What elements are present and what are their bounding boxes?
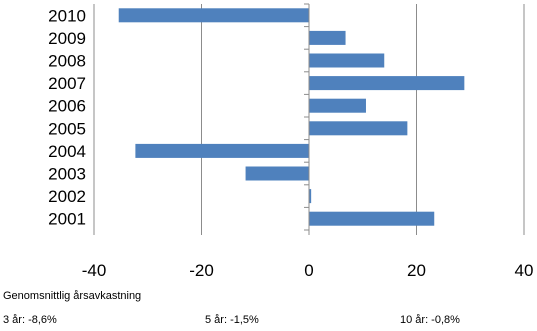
y-tick-label: 2002 [48,187,86,206]
y-tick-label: 2003 [48,165,86,184]
bar [309,211,435,226]
y-tick-label: 2007 [48,74,86,93]
bar [135,143,309,158]
y-tick-label: 2010 [48,6,86,25]
bar-chart-svg: 2001 2002 2003 2004 2005 2006 2007 2008 2009 2010… [48,3,534,280]
summary-title: Genomsnittlig årsavkastning [3,290,142,302]
y-tick-label: 2008 [48,52,86,71]
bar [309,76,465,91]
y-tick-label: 2001 [48,210,86,229]
stat-10-year: 10 år: -0,8% [400,314,460,326]
bar [309,30,346,45]
y-tick-label: 2004 [48,142,86,161]
y-tick-label: 2009 [48,29,86,48]
bar [245,166,309,181]
bar [309,53,385,68]
x-tick-label: -40 [82,261,107,280]
y-tick-label: 2005 [48,119,86,138]
x-tick-label: 40 [515,261,534,280]
x-tick-label: -20 [189,261,214,280]
stat-5-year: 5 år: -1,5% [205,314,259,326]
bar-chart: 2001 2002 2003 2004 2005 2006 2007 2008 2009 2010… [48,3,534,280]
bar [309,189,312,204]
bar [309,121,408,136]
x-tick-label: 0 [304,261,313,280]
x-tick-label: 20 [407,261,426,280]
bar [118,8,309,23]
stat-3-year: 3 år: -8,6% [3,314,57,326]
bar [309,98,366,113]
y-tick-label: 2006 [48,97,86,116]
